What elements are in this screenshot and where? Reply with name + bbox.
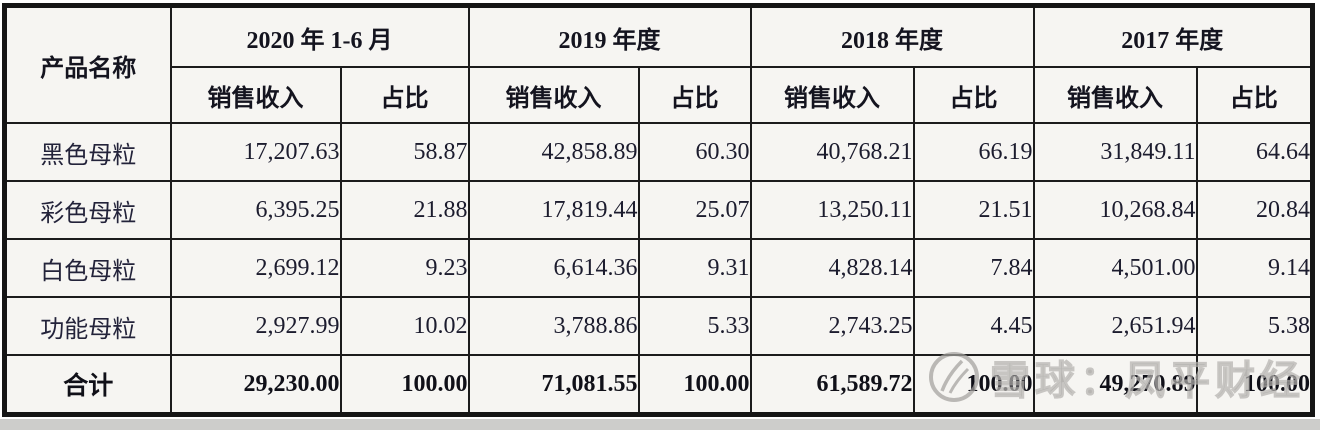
column-header-revenue: 销售收入 — [749, 66, 915, 124]
row-label: 功能母粒 — [3, 296, 172, 356]
column-group-2019: 2019 年度 — [467, 4, 752, 68]
column-group-2017: 2017 年度 — [1032, 4, 1314, 68]
column-group-2018: 2018 年度 — [749, 4, 1035, 68]
cell-value: 17,819.44 — [467, 180, 640, 240]
header-sub-row: 销售收入 占比 销售收入 占比 销售收入 占比 销售收入 占比 — [5, 66, 1314, 124]
cell-value: 7.84 — [912, 238, 1035, 298]
header-year-row: 产品名称 2020 年 1-6 月 2019 年度 2018 年度 2017 年… — [3, 4, 1314, 124]
cell-value: 13,250.11 — [749, 180, 915, 240]
row-label: 白色母粒 — [3, 238, 172, 298]
cell-value: 10,268.84 — [1032, 180, 1198, 240]
cell-value: 6,614.36 — [467, 238, 640, 298]
cell-value: 2,699.12 — [169, 238, 342, 298]
total-label: 合计 — [3, 354, 172, 416]
column-header-share: 占比 — [637, 66, 752, 124]
cell-value: 3,788.86 — [467, 296, 640, 356]
cell-value: 42,858.89 — [467, 122, 640, 182]
cell-value: 5.33 — [637, 296, 752, 356]
cell-value: 100.00 — [339, 354, 470, 416]
cell-value: 66.19 — [912, 122, 1035, 182]
cell-value: 71,081.55 — [467, 354, 640, 416]
cell-value: 10.02 — [339, 296, 470, 356]
cell-value: 29,230.00 — [169, 354, 342, 416]
table-row: 彩色母粒 6,395.25 21.88 17,819.44 25.07 13,2… — [3, 180, 1314, 240]
column-header-revenue: 销售收入 — [467, 66, 640, 124]
row-label: 彩色母粒 — [3, 180, 172, 240]
table-row: 功能母粒 2,927.99 10.02 3,788.86 5.33 2,743.… — [3, 296, 1314, 356]
cell-value: 61,589.72 — [749, 354, 915, 416]
cell-value: 9.14 — [1195, 238, 1314, 298]
cell-value: 9.23 — [339, 238, 470, 298]
column-header-share: 占比 — [339, 66, 470, 124]
column-header-revenue: 销售收入 — [1032, 66, 1198, 124]
cell-value: 4,501.00 — [1032, 238, 1198, 298]
cell-value: 20.84 — [1195, 180, 1314, 240]
cell-value: 4.45 — [912, 296, 1035, 356]
cell-value: 100.00 — [1195, 354, 1314, 416]
cell-value: 5.38 — [1195, 296, 1314, 356]
cell-value: 2,927.99 — [169, 296, 342, 356]
table-row: 白色母粒 2,699.12 9.23 6,614.36 9.31 4,828.1… — [3, 238, 1314, 298]
cell-value: 100.00 — [637, 354, 752, 416]
cell-value: 31,849.11 — [1032, 122, 1198, 182]
cell-value: 9.31 — [637, 238, 752, 298]
table-row: 黑色母粒 17,207.63 58.87 42,858.89 60.30 40,… — [3, 122, 1314, 182]
table-total-row: 合计 29,230.00 100.00 71,081.55 100.00 61,… — [3, 354, 1314, 416]
column-header-share: 占比 — [912, 66, 1035, 124]
row-label: 黑色母粒 — [3, 122, 172, 182]
cell-value: 21.88 — [339, 180, 470, 240]
column-header-product: 产品名称 — [3, 4, 172, 124]
cell-value: 21.51 — [912, 180, 1035, 240]
cell-value: 49,270.89 — [1032, 354, 1198, 416]
cell-value: 100.00 — [912, 354, 1035, 416]
cell-value: 2,651.94 — [1032, 296, 1198, 356]
cell-value: 40,768.21 — [749, 122, 915, 182]
cell-value: 6,395.25 — [169, 180, 342, 240]
cell-value: 17,207.63 — [169, 122, 342, 182]
cell-value: 2,743.25 — [749, 296, 915, 356]
cell-value: 25.07 — [637, 180, 752, 240]
revenue-table: 产品名称 2020 年 1-6 月 2019 年度 2018 年度 2017 年… — [2, 3, 1315, 417]
cell-value: 58.87 — [339, 122, 470, 182]
cell-value: 4,828.14 — [749, 238, 915, 298]
scan-edge-strip — [0, 419, 1320, 430]
column-header-revenue: 销售收入 — [169, 66, 342, 124]
cell-value: 60.30 — [637, 122, 752, 182]
column-group-2020: 2020 年 1-6 月 — [169, 4, 470, 68]
cell-value: 64.64 — [1195, 122, 1314, 182]
column-header-share: 占比 — [1195, 66, 1314, 124]
